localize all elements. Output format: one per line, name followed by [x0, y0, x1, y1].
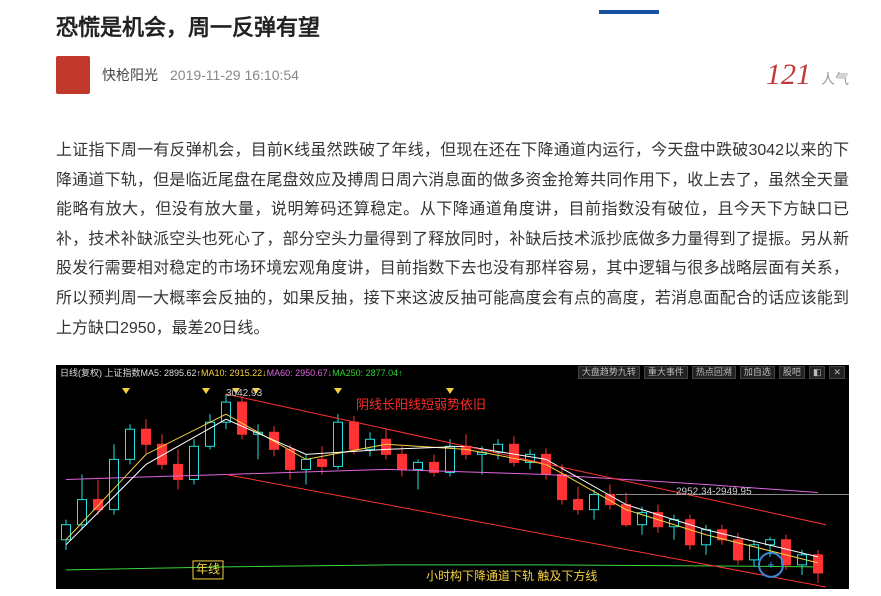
svg-text:3042.93: 3042.93: [226, 388, 263, 399]
stock-chart: 日线(复权) 上证指数MA5: 2895.62↑MA10: 2915.22↓MA…: [56, 365, 849, 589]
chart-toolbar-button[interactable]: 重大事件: [644, 366, 688, 379]
chart-topbar: 日线(复权) 上证指数MA5: 2895.62↑MA10: 2915.22↓MA…: [56, 365, 849, 380]
author-avatar[interactable]: [56, 56, 90, 94]
svg-text:2952.34-2949.95: 2952.34-2949.95: [676, 487, 752, 498]
popularity-number: 121: [766, 58, 811, 92]
publish-timestamp: 2019-11-29 16:10:54: [170, 67, 299, 83]
chart-indicator-label: MA5: 2895.62↑: [141, 368, 202, 378]
meta-row: 快枪阳光 2019-11-29 16:10:54 121 人气: [56, 56, 849, 94]
article-title: 恐慌是机会，周一反弹有望: [56, 10, 849, 42]
chart-indicator-label: MA60: 2950.67↓: [267, 368, 333, 378]
popularity-label: 人气: [821, 69, 849, 89]
title-accent: [599, 10, 659, 14]
chart-toolbar-button[interactable]: ◧: [809, 366, 826, 379]
chart-toolbar-button[interactable]: 股吧: [779, 366, 805, 379]
svg-text:小时构下降通道下轨 触及下方线: 小时构下降通道下轨 触及下方线: [426, 568, 597, 583]
chart-indicator-label: MA250: 2877.04↑: [332, 368, 403, 378]
author-name[interactable]: 快枪阳光: [102, 65, 158, 85]
chart-toolbar-button[interactable]: 热点回溯: [692, 366, 736, 379]
svg-text:年线: 年线: [196, 562, 220, 576]
chart-toolbar-button[interactable]: 大盘趋势九转: [578, 366, 640, 379]
chart-indicator-label: MA10: 2915.22↓: [201, 368, 267, 378]
chart-toolbar-button[interactable]: 加自选: [740, 366, 775, 379]
chart-svg: 3042.93 阴线长阳线短弱势依旧 2952.34-2949.95 年线 小时构下降通…: [56, 380, 849, 589]
chart-indicator-label: 日线(复权) 上证指数: [60, 368, 141, 378]
svg-text:阴线长阳线短弱势依旧: 阴线长阳线短弱势依旧: [356, 397, 486, 412]
chart-toolbar-button[interactable]: ✕: [829, 366, 845, 379]
article-body: 上证指下周一有反弹机会，目前K线虽然跌破了年线，但现在还在下降通道内运行，今天盘…: [56, 136, 849, 343]
